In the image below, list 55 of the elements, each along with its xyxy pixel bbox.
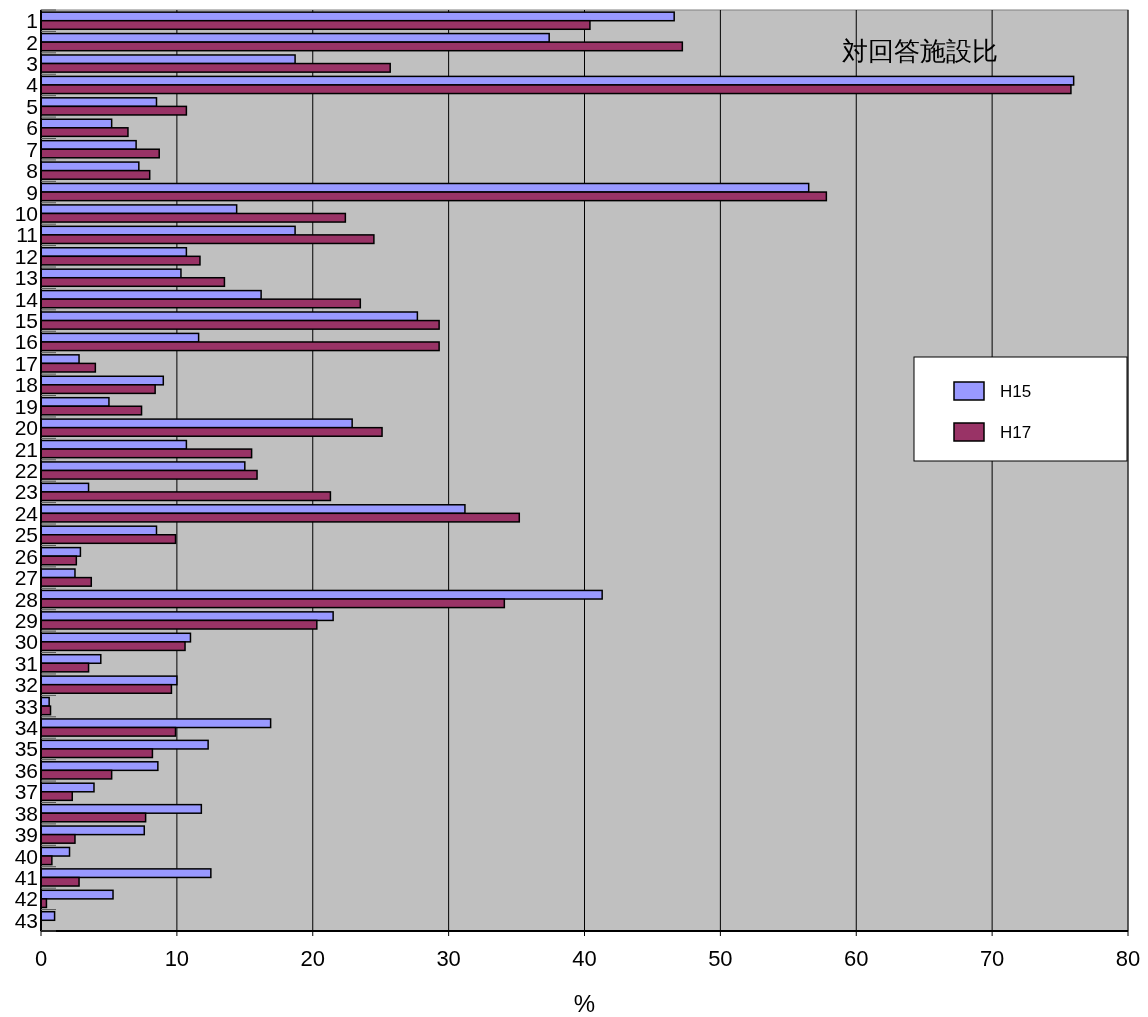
- y-tick-label: 24: [14, 501, 39, 525]
- y-tick-label: 29: [14, 608, 38, 632]
- y-tick-label: 38: [14, 801, 38, 825]
- y-tick-label: 35: [14, 737, 38, 761]
- y-tick-label: 1: [26, 9, 38, 33]
- y-tick-label: 3: [26, 52, 38, 76]
- y-tick-label: 26: [14, 544, 38, 568]
- y-tick-label: 15: [14, 309, 38, 333]
- y-tick-label: 25: [14, 523, 38, 547]
- y-tick-label: 28: [14, 587, 38, 611]
- y-tick-label: 34: [14, 716, 39, 740]
- y-tick-label: 39: [14, 823, 38, 847]
- y-tick-label: 19: [14, 394, 38, 418]
- y-tick-label: 14: [14, 287, 39, 311]
- y-tick-label: 9: [26, 180, 38, 204]
- y-tick-label: 8: [26, 159, 38, 183]
- y-tick-label: 18: [14, 373, 38, 397]
- x-axis-title: %: [573, 990, 596, 1017]
- y-tick-label: 36: [14, 758, 38, 782]
- y-tick-label: 11: [16, 223, 38, 247]
- x-tick-label: 70: [979, 946, 1005, 971]
- x-tick-label: 50: [708, 946, 733, 971]
- legend-label: H17: [1000, 422, 1032, 442]
- y-tick-label: 43: [14, 908, 38, 932]
- y-tick-label: 41: [14, 865, 38, 889]
- y-tick-label: 27: [14, 566, 38, 590]
- x-tick-label: 20: [300, 946, 325, 971]
- y-tick-label: 40: [14, 844, 38, 868]
- y-tick-label: 4: [26, 73, 39, 97]
- y-tick-label: 7: [26, 137, 38, 161]
- x-tick-label: 10: [164, 946, 190, 971]
- y-tick-label: 33: [14, 694, 38, 718]
- y-tick-label: 17: [14, 351, 38, 375]
- y-tick-label: 20: [14, 416, 38, 440]
- y-tick-label: 42: [14, 887, 38, 911]
- y-tick-label: 10: [14, 201, 38, 225]
- y-tick-label: 22: [14, 459, 38, 482]
- y-tick-label: 30: [14, 630, 38, 654]
- y-tick-label: 12: [14, 244, 38, 268]
- x-tick-label: 40: [572, 946, 597, 971]
- y-tick-label: 31: [14, 651, 38, 675]
- x-tick-label: 0: [34, 946, 48, 971]
- x-tick-label: 30: [436, 946, 461, 971]
- x-tick-label: 80: [1115, 946, 1141, 971]
- y-tick-label: 37: [14, 780, 38, 804]
- y-tick-label: 16: [14, 330, 38, 354]
- y-tick-label: 23: [14, 480, 38, 504]
- y-tick-label: 5: [26, 94, 38, 118]
- y-tick-label: 6: [26, 116, 38, 140]
- legend-label: H15: [1000, 381, 1032, 401]
- y-tick-label: 21: [14, 437, 38, 461]
- x-tick-label: 60: [844, 946, 869, 971]
- y-tick-label: 13: [14, 266, 38, 290]
- y-tick-label: 32: [14, 673, 38, 697]
- y-tick-label: 2: [26, 30, 38, 54]
